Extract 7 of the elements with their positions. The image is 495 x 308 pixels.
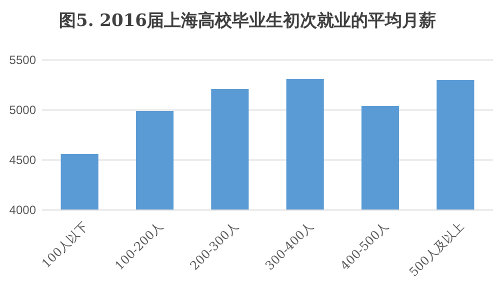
y-tick-label: 5000 [9, 103, 36, 118]
x-tick-label: 500人及以上 [406, 219, 467, 280]
y-tick-label: 4000 [9, 203, 36, 218]
y-tick-label: 5500 [9, 53, 36, 68]
y-tick-label: 4500 [9, 153, 36, 168]
x-tick-label: 100人以下 [39, 219, 91, 271]
chart-title: 图5. 2016届上海高校毕业生初次就业的平均月薪 [59, 11, 436, 31]
